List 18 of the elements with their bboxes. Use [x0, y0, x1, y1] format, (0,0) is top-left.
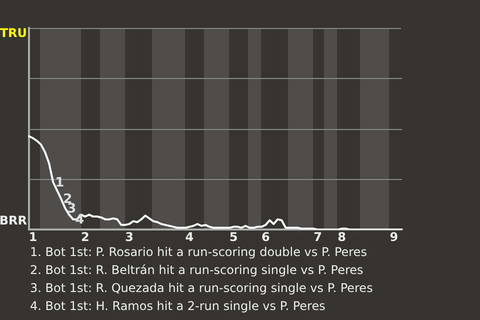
- text: 3. Bot 1st: R. Quezada hit a run-scoring single vs P. Peres: [30, 280, 373, 297]
- text: 4. Bot 1st: H. Ramos hit a 2-run single vs P. Peres: [30, 298, 326, 315]
- x-tick-label: 2: [80, 230, 90, 244]
- annotation: 3: [67, 202, 76, 217]
- text: TRU: [0, 26, 27, 40]
- text: 1. Bot 1st: P. Rosario hit a run-scoring double vs P. Peres: [30, 244, 368, 261]
- x-tick-label: 9: [390, 230, 398, 244]
- x-tick-label: 8: [338, 230, 346, 244]
- x-tick-label: 1: [28, 230, 38, 244]
- text: 2. Bot 1st: R. Beltrán hit a run-scoring single vs P. Peres: [30, 262, 364, 279]
- x-tick-label: 7: [314, 230, 322, 244]
- x-tick-label: 3: [125, 230, 134, 244]
- text: BRR: [0, 214, 27, 228]
- x-tick-label: 6: [261, 230, 270, 244]
- annotation: 1: [55, 175, 64, 190]
- x-tick-label: 5: [229, 230, 238, 244]
- x-tick-label: 4: [185, 230, 194, 244]
- annotation: 4: [75, 212, 84, 228]
